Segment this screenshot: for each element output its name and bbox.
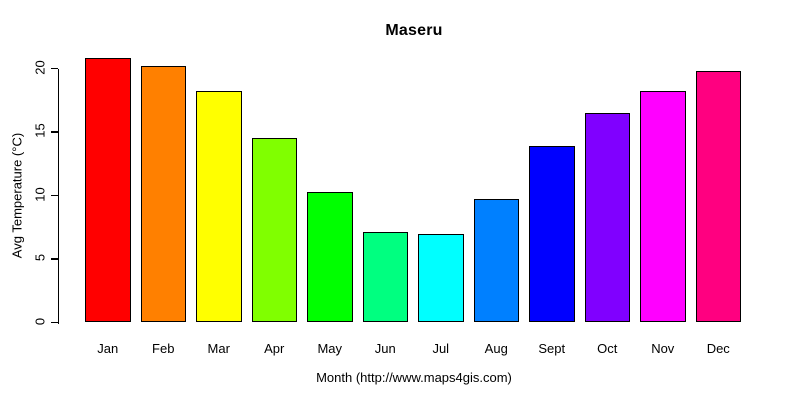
y-tick-mark-10	[50, 194, 58, 197]
y-tick-mark-5	[50, 258, 58, 260]
x-tick-label-sept: Sept	[538, 341, 566, 356]
bar-jan	[85, 58, 131, 323]
y-tick-label-5: 5	[32, 253, 48, 262]
x-tick-label-aug: Aug	[484, 341, 508, 356]
bar-may	[307, 191, 353, 323]
x-tick-label-dec: Dec	[706, 341, 730, 356]
y-axis-label: Avg Temperature (°C)	[9, 132, 25, 259]
x-tick-label-jul: Jul	[432, 341, 450, 356]
bar-dec	[695, 71, 741, 323]
chart-title: Maseru	[385, 22, 443, 39]
x-tick-label-jan: Jan	[97, 341, 119, 356]
x-tick-label-jun: Jun	[374, 341, 396, 356]
bar-jun	[362, 232, 408, 323]
bar-nov	[640, 91, 686, 323]
bar-oct	[584, 112, 630, 323]
x-tick-label-may: May	[317, 341, 343, 356]
x-tick-label-apr: Apr	[264, 341, 285, 356]
x-tick-label-feb: Feb	[152, 341, 175, 356]
bar-apr	[251, 138, 297, 323]
y-tick-label-15: 15	[32, 123, 48, 138]
y-tick-label-10: 10	[32, 186, 48, 202]
y-tick-label-0: 0	[32, 317, 48, 325]
y-axis-line	[57, 68, 59, 324]
y-tick-mark-15	[50, 131, 58, 133]
y-tick-mark-0	[50, 321, 58, 324]
bar-aug	[473, 199, 519, 323]
y-tick-mark-20	[50, 67, 58, 70]
bar-jul	[418, 233, 464, 323]
x-axis-label: Month (http://www.maps4gis.com)	[316, 370, 512, 385]
x-tick-label-oct: Oct	[597, 341, 618, 356]
bar-mar	[196, 91, 242, 323]
bar-sept	[529, 145, 575, 323]
x-tick-label-mar: Mar	[207, 341, 230, 356]
y-tick-label-20: 20	[32, 59, 48, 75]
x-tick-label-nov: Nov	[651, 341, 675, 356]
bar-feb	[140, 65, 186, 323]
